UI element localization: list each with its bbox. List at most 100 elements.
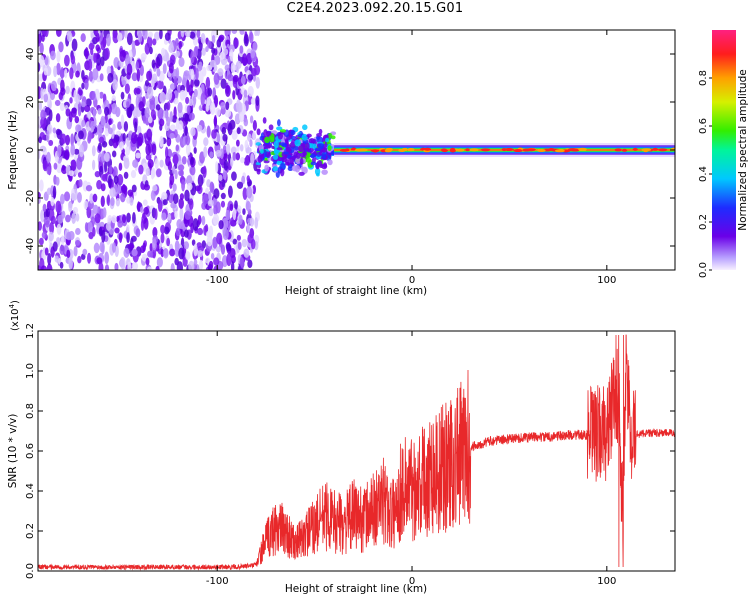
noise-point	[150, 109, 156, 119]
noise-point	[70, 192, 76, 200]
noise-point	[100, 40, 106, 51]
noise-point	[229, 203, 234, 212]
spectrogram-y-axis-label: Frequency (Hz)	[7, 110, 19, 189]
y-tick-label: -40	[25, 238, 36, 254]
noise-point	[195, 67, 199, 81]
turbulent-point	[273, 140, 279, 149]
noise-point	[167, 213, 172, 221]
noise-point	[84, 104, 91, 113]
snr-plot-area	[38, 334, 675, 571]
noise-point	[71, 107, 77, 118]
noise-point	[56, 145, 62, 158]
noise-point	[147, 116, 153, 124]
noise-point	[177, 120, 184, 131]
noise-point	[71, 38, 78, 52]
noise-point	[93, 30, 99, 36]
noise-point	[192, 218, 199, 231]
turbulent-point	[279, 129, 287, 133]
noise-point	[126, 101, 130, 109]
y-tick-label: 0.6	[25, 443, 36, 459]
noise-point	[100, 115, 106, 129]
noise-point	[234, 200, 238, 210]
turbulent-point	[280, 168, 285, 177]
noise-point	[38, 34, 41, 47]
noise-point	[104, 264, 110, 270]
noise-point	[44, 56, 49, 66]
noise-point	[73, 245, 78, 257]
noise-point	[55, 200, 62, 214]
turbulent-point	[321, 152, 327, 160]
noise-point	[53, 162, 58, 170]
noise-point	[95, 32, 100, 43]
noise-point	[218, 34, 225, 41]
noise-point	[117, 220, 124, 228]
colorbar-tick-label: 0.2	[698, 214, 709, 230]
noise-point	[175, 227, 181, 237]
snr-axes: -100 0 100 0.0 0.2 0.4 0.6 0.8 1.0 1.2	[25, 323, 675, 587]
noise-point	[249, 31, 254, 44]
noise-point	[52, 241, 58, 252]
carrier-peak	[513, 149, 523, 153]
noise-point	[59, 261, 64, 269]
noise-point	[197, 250, 204, 258]
turbulent-point	[294, 145, 299, 151]
turbulent-point	[268, 124, 274, 131]
spectrogram-plot-area	[38, 30, 675, 270]
noise-point	[184, 30, 191, 38]
noise-point	[149, 46, 153, 55]
noise-point	[87, 58, 93, 72]
noise-point	[238, 111, 245, 123]
turbulent-point	[281, 156, 287, 163]
noise-point	[46, 263, 53, 270]
noise-point	[246, 222, 251, 234]
noise-point	[120, 114, 125, 128]
carrier-peak	[370, 149, 380, 153]
noise-point	[207, 199, 214, 207]
noise-point	[38, 102, 43, 111]
noise-point	[249, 217, 255, 227]
noise-point	[52, 185, 57, 199]
noise-point	[77, 171, 83, 178]
noise-point	[38, 197, 41, 205]
noise-point	[61, 165, 68, 175]
noise-point	[59, 69, 66, 77]
noise-point	[103, 152, 110, 163]
noise-point	[44, 247, 49, 256]
noise-point	[243, 89, 248, 98]
noise-point	[156, 53, 163, 67]
noise-point	[239, 30, 245, 35]
noise-point	[249, 139, 253, 147]
noise-point	[172, 193, 179, 205]
turbulent-point	[277, 131, 284, 140]
noise-point	[147, 250, 154, 258]
noise-point	[202, 66, 207, 77]
noise-point	[153, 96, 159, 105]
noise-point	[145, 167, 151, 177]
noise-point	[250, 153, 255, 166]
noise-point	[92, 204, 99, 215]
noise-point	[222, 167, 227, 181]
noise-point	[229, 49, 234, 62]
noise-point	[243, 118, 249, 127]
noise-point	[222, 228, 229, 241]
noise-point	[208, 207, 214, 217]
noise-point	[209, 181, 215, 193]
noise-point	[254, 217, 259, 229]
noise-point	[230, 261, 235, 270]
noise-point	[89, 90, 96, 101]
carrier-peak	[385, 147, 393, 151]
noise-point	[221, 178, 226, 188]
noise-point	[169, 111, 173, 123]
noise-point	[42, 159, 49, 172]
turbulent-point	[276, 147, 283, 151]
noise-point	[39, 55, 45, 68]
noise-point	[242, 208, 246, 215]
noise-point	[98, 262, 104, 270]
noise-point	[109, 187, 116, 198]
noise-point	[157, 199, 163, 212]
noise-point	[200, 33, 206, 45]
carrier-peak	[567, 148, 578, 152]
noise-point	[50, 80, 57, 92]
noise-point	[80, 101, 86, 108]
noise-point	[218, 174, 223, 181]
